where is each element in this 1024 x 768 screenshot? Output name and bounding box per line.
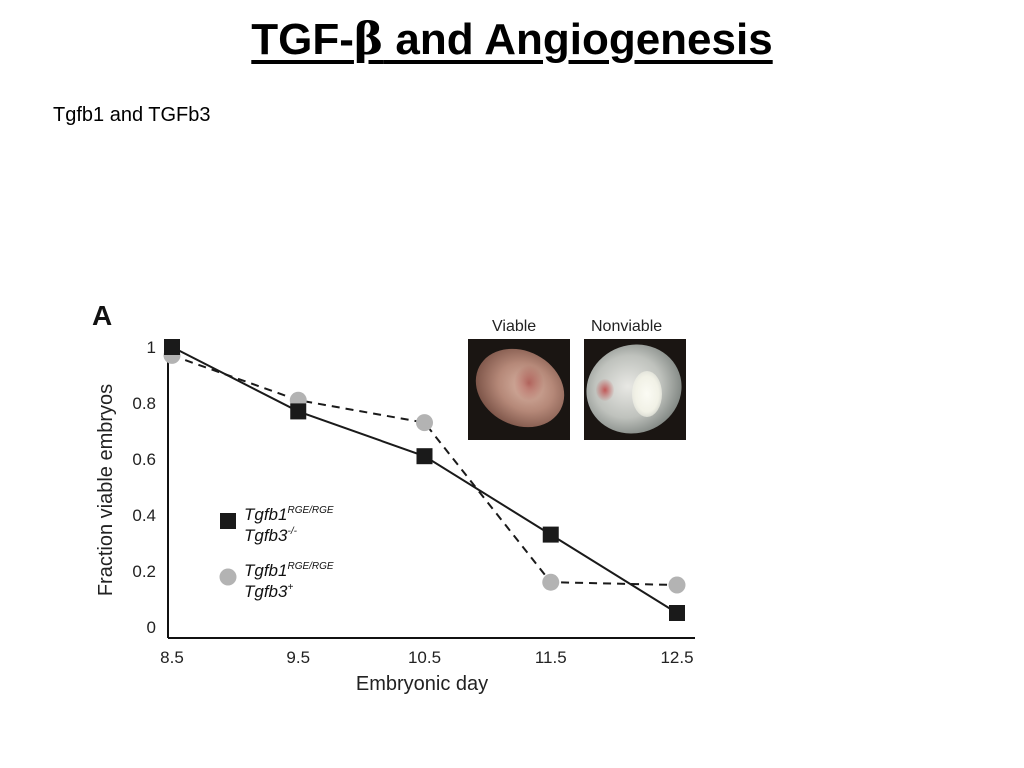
series-1-point xyxy=(669,605,685,621)
y-tick-label: 0.4 xyxy=(132,506,156,525)
series-1-point xyxy=(164,339,180,355)
viable-embryo-photo xyxy=(468,339,570,440)
series-2-point xyxy=(668,576,686,594)
series-2-point xyxy=(542,573,560,591)
panel-label: A xyxy=(92,300,112,331)
y-tick-label: 0.6 xyxy=(132,450,156,469)
x-tick-label: 11.5 xyxy=(535,648,567,667)
series-1-point xyxy=(290,403,307,420)
series-line-2 xyxy=(171,354,678,586)
slide-title: TGF-β and Angiogenesis xyxy=(0,14,1024,65)
title-beta-symbol: β xyxy=(353,14,384,65)
y-tick-label: 0 xyxy=(147,618,156,637)
nonviable-embryo-white-mass xyxy=(632,371,662,417)
series-1-point xyxy=(542,526,559,543)
title-suffix: and Angiogenesis xyxy=(383,15,773,64)
x-axis-title: Embryonic day xyxy=(356,673,488,695)
nonviable-embryo-red-spot xyxy=(596,379,614,401)
x-tick-labels: 8.5 9.5 10.5 11.5 12.5 xyxy=(160,648,693,667)
series-markers xyxy=(163,339,686,621)
x-tick-label: 9.5 xyxy=(286,648,310,667)
slide-subtitle: Tgfb1 and TGFb3 xyxy=(53,104,211,126)
x-tick-label: 12.5 xyxy=(660,648,693,667)
y-tick-label: 1 xyxy=(147,338,156,357)
nonviable-photo-label: Nonviable xyxy=(591,318,663,335)
y-axis-title: Fraction viable embryos xyxy=(95,384,117,596)
y-tick-label: 0.8 xyxy=(132,394,156,413)
series-1-point xyxy=(416,448,433,465)
legend-entry-2-line-1: Tgfb1RGE/RGE xyxy=(244,561,334,580)
x-tick-label: 8.5 xyxy=(160,648,184,667)
legend: Tgfb1RGE/RGE Tgfb3-/- Tgfb1RGE/RGE Tgfb3… xyxy=(219,505,334,601)
viable-embryo-vessel-shade xyxy=(514,365,544,401)
legend-circle-marker xyxy=(219,568,237,586)
legend-square-marker xyxy=(220,513,236,529)
series-2-point xyxy=(416,414,433,432)
y-tick-label: 0.2 xyxy=(132,562,156,581)
legend-entry-1-line-1: Tgfb1RGE/RGE xyxy=(244,505,334,524)
viable-photo-label: Viable xyxy=(492,318,537,335)
legend-entry-2-line-2: Tgfb3+ xyxy=(244,582,293,601)
title-prefix: TGF- xyxy=(251,15,354,64)
x-tick-label: 10.5 xyxy=(408,648,441,667)
nonviable-embryo-photo xyxy=(584,339,686,440)
y-tick-labels: 0 0.2 0.4 0.6 0.8 1 xyxy=(132,338,156,637)
legend-entry-1-line-2: Tgfb3-/- xyxy=(244,526,298,545)
